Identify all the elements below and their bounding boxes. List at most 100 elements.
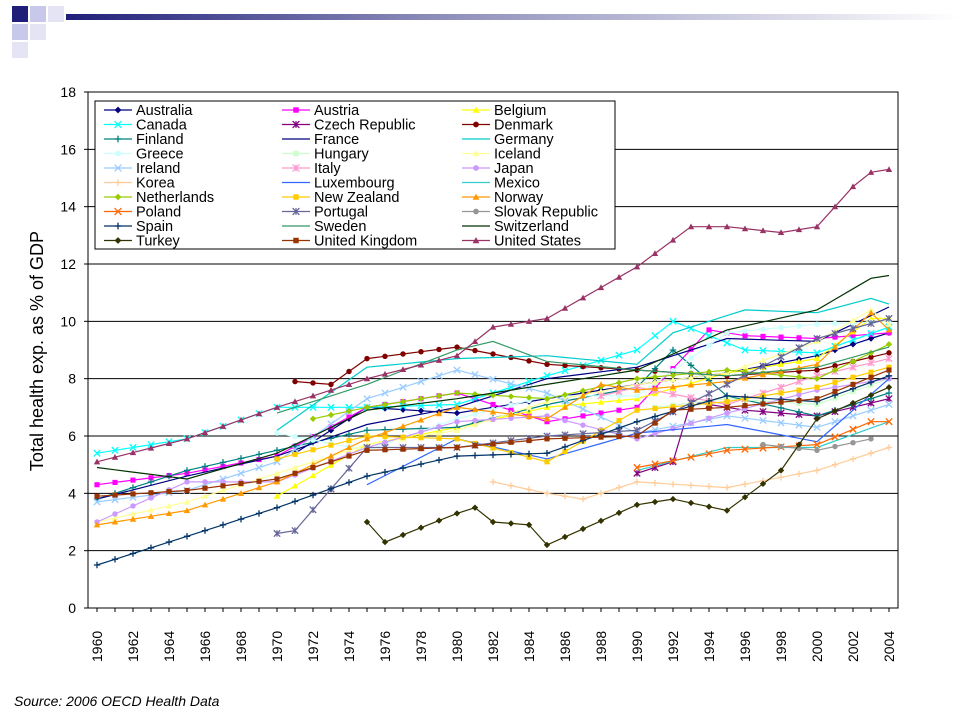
data-point-spain xyxy=(93,561,101,569)
data-point-spain xyxy=(327,485,335,492)
data-point-canada xyxy=(741,346,749,354)
data-point-united-kingdom xyxy=(418,446,424,452)
data-point-united-states xyxy=(633,263,641,270)
data-point-netherlands xyxy=(507,393,515,400)
data-point-turkey xyxy=(831,407,839,415)
legend-marker xyxy=(472,193,480,200)
data-point-belgium xyxy=(813,355,821,362)
data-point-turkey xyxy=(669,495,677,503)
data-point-spain xyxy=(471,452,479,459)
legend-label: Turkey xyxy=(136,234,181,250)
data-point-united-kingdom xyxy=(274,476,280,482)
data-point-united-states xyxy=(183,435,191,442)
data-point-norway xyxy=(417,416,425,423)
data-point-norway xyxy=(147,513,155,519)
data-point-united-kingdom xyxy=(94,493,100,499)
data-point-new-zealand xyxy=(796,387,802,393)
data-point-japan xyxy=(832,384,838,390)
corner-decoration-square xyxy=(12,42,28,58)
data-point-united-kingdom xyxy=(256,478,262,484)
data-point-turkey xyxy=(849,399,857,407)
data-point-czech-republic xyxy=(885,395,893,403)
data-point-spain xyxy=(381,468,389,476)
legend-label: Switzerland xyxy=(494,219,569,235)
data-point-turkey xyxy=(885,384,893,391)
x-tick-label: 1982 xyxy=(485,631,501,662)
data-point-austria xyxy=(616,407,622,413)
data-point-greece xyxy=(634,393,640,399)
data-point-denmark xyxy=(328,381,334,388)
data-point-united-kingdom xyxy=(202,485,208,491)
data-point-spain xyxy=(705,397,713,405)
data-point-korea xyxy=(723,484,731,491)
x-tick-label: 1986 xyxy=(557,631,573,662)
data-point-ireland xyxy=(237,469,245,477)
legend-label: Mexico xyxy=(494,176,540,192)
data-point-united-kingdom xyxy=(670,407,676,413)
data-point-finland xyxy=(219,459,227,466)
legend-label: Austria xyxy=(314,103,360,119)
data-point-spain xyxy=(273,504,281,511)
data-point-united-kingdom xyxy=(454,444,460,451)
data-point-united-states xyxy=(219,423,227,429)
data-point-netherlands xyxy=(813,375,821,382)
data-point-japan xyxy=(112,511,118,517)
data-point-new-zealand xyxy=(832,379,838,385)
series-norway xyxy=(93,309,893,528)
data-point-canada xyxy=(849,336,857,344)
data-point-spain xyxy=(561,443,569,451)
corner-decoration-square xyxy=(30,24,46,40)
data-point-finland xyxy=(147,478,155,486)
data-point-iceland xyxy=(273,470,281,476)
data-point-denmark xyxy=(346,368,352,375)
legend-label: United Kingdom xyxy=(314,234,417,250)
data-point-turkey xyxy=(525,521,533,529)
data-point-korea xyxy=(687,482,695,489)
legend-marker xyxy=(472,150,480,157)
data-point-denmark xyxy=(310,380,316,386)
legend-label: Netherlands xyxy=(136,190,214,206)
series-line-turkey xyxy=(366,386,890,546)
data-point-greece xyxy=(688,355,694,361)
data-point-netherlands xyxy=(561,391,569,398)
data-point-belgium xyxy=(273,493,281,499)
data-point-greece xyxy=(274,430,280,436)
data-point-japan xyxy=(652,430,658,437)
data-point-greece xyxy=(508,402,514,408)
data-point-turkey xyxy=(795,441,803,448)
data-point-spain xyxy=(129,550,137,557)
x-tick-label: 1968 xyxy=(233,631,249,662)
legend-label: Italy xyxy=(314,161,341,177)
data-point-spain xyxy=(453,452,461,460)
data-point-netherlands xyxy=(849,358,857,365)
data-point-united-kingdom xyxy=(526,438,532,444)
data-point-united-kingdom xyxy=(490,441,496,447)
data-point-australia xyxy=(867,335,875,342)
x-tick-label: 1990 xyxy=(629,631,645,662)
legend-marker xyxy=(114,164,122,172)
data-point-norway xyxy=(759,371,767,378)
data-point-canada xyxy=(705,332,713,340)
data-point-portugal xyxy=(885,314,893,323)
data-point-ireland xyxy=(777,419,785,427)
data-point-belgium xyxy=(291,482,299,489)
data-point-ireland xyxy=(849,412,857,420)
legend-marker xyxy=(114,179,122,186)
data-point-canada xyxy=(759,347,767,355)
data-point-finland xyxy=(345,431,353,438)
data-point-greece xyxy=(832,320,838,327)
data-point-spain xyxy=(507,451,515,458)
data-point-italy xyxy=(885,354,893,363)
y-tick-label: 8 xyxy=(68,371,76,387)
data-point-netherlands xyxy=(399,398,407,405)
data-point-united-states xyxy=(615,273,623,280)
data-point-turkey xyxy=(507,520,515,527)
data-point-norway xyxy=(255,484,263,491)
data-point-united-states xyxy=(867,169,875,175)
data-point-norway xyxy=(111,518,119,525)
data-point-ireland xyxy=(291,445,299,453)
data-point-turkey xyxy=(867,391,875,399)
source-note: Source: 2006 OECD Health Data xyxy=(14,693,220,709)
corner-decoration-square xyxy=(48,6,64,22)
data-point-united-kingdom xyxy=(706,405,712,411)
